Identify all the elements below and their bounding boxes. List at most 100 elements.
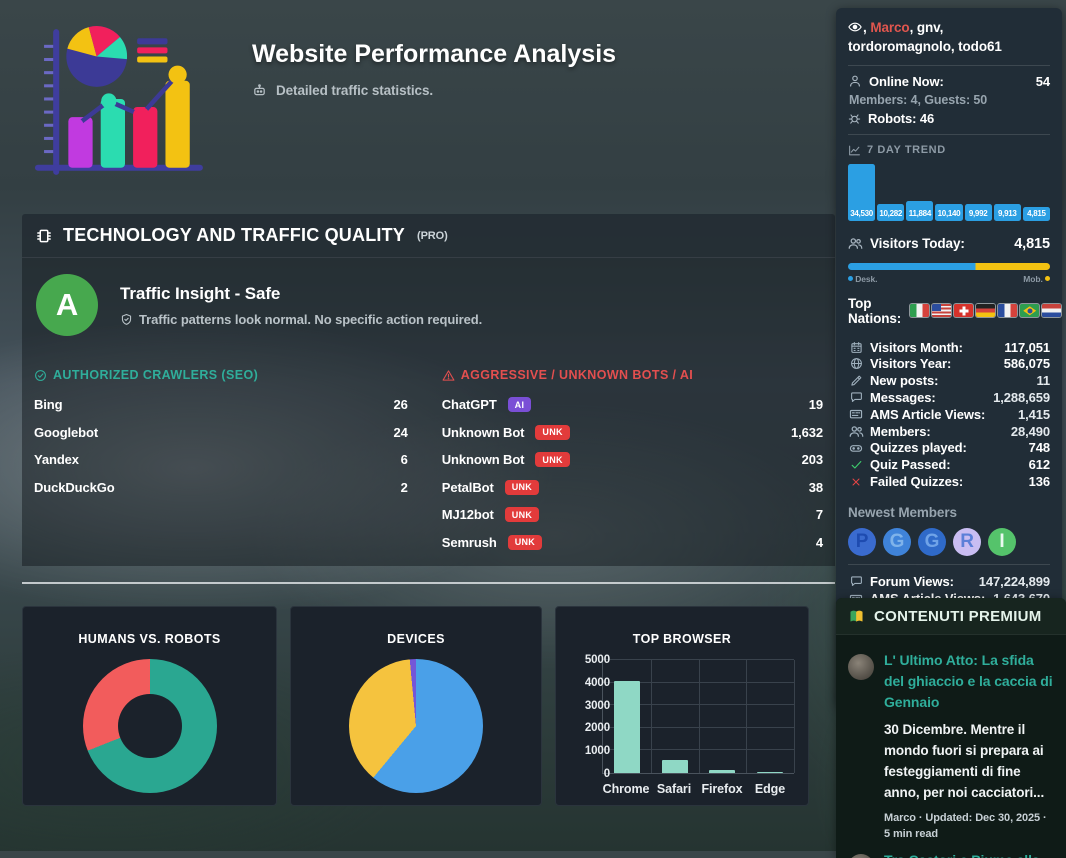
member-avatar[interactable]: P (848, 527, 876, 556)
stat-value: 28,490 (1010, 423, 1050, 439)
check-icon (848, 458, 864, 471)
stat-label: Visitors Month: (870, 339, 963, 355)
member-avatar[interactable]: I (988, 527, 1016, 556)
chat-icon (848, 575, 864, 588)
seven-day-trend-chart: 34,530 10,282 11,884 10,140 9,992 9,913 4,815 (848, 163, 1050, 221)
bot-count: 24 (393, 424, 408, 440)
bot-badge: UNK (504, 507, 540, 523)
bot-row: Yandex 6 (34, 446, 408, 474)
insight-title: Traffic Insight - Safe (120, 283, 281, 303)
bot-row: MJ12bot UNK 7 (442, 501, 823, 529)
nation-flags (910, 304, 1062, 318)
flag-switzerland-icon (954, 304, 974, 318)
browser-bar (757, 772, 784, 773)
bot-row: PetalBot UNK 38 (442, 474, 823, 502)
bot-count: 38 (808, 479, 823, 495)
eye-icon (848, 20, 862, 34)
authorized-crawlers-section: AUTHORIZED CRAWLERS (SEO) Bing 26 Googlebo… (34, 368, 408, 556)
devices-pie-chart (349, 659, 483, 793)
card-icon (848, 407, 864, 421)
y-axis-tick: 2000 (584, 722, 610, 735)
total-value: 147,224,899 (978, 574, 1050, 590)
warning-icon (442, 369, 455, 382)
page-subtitle: Detailed traffic statistics. (276, 83, 434, 98)
chat-icon (848, 391, 864, 404)
bot-name: ChatGPT (441, 397, 497, 413)
flag-italy-icon (910, 304, 930, 318)
chart-title: DEVICES (387, 632, 445, 646)
section-divider (22, 582, 835, 584)
stat-row: Failed Quizzes: 136 (848, 473, 1050, 490)
member-avatar[interactable]: R (953, 527, 981, 556)
article-author-avatar[interactable] (848, 853, 874, 858)
stat-value: 117,051 (1004, 339, 1050, 355)
bot-count: 19 (808, 397, 823, 413)
aggressive-bots-section: AGGRESSIVE / UNKNOWN BOTS / AI ChatGPT AI… (442, 368, 823, 556)
bot-row: Semrush UNK 4 (442, 529, 823, 557)
stat-value: 586,075 (1003, 356, 1050, 372)
stat-label: AMS Article Views: (870, 406, 986, 422)
premium-header: CONTENUTI PREMIUM (836, 598, 1066, 635)
stat-row: Quiz Passed: 612 (848, 456, 1050, 473)
article-excerpt: 30 Dicembre. Mentre il mondo fuori si pr… (884, 722, 1045, 800)
bot-count: 6 (400, 452, 408, 468)
page-header: Website Performance Analysis Detailed tr… (22, 0, 835, 188)
stat-label: Failed Quizzes: (870, 474, 964, 490)
trend-label-row: 7 DAY TREND (848, 144, 1050, 157)
member-avatar[interactable]: G (883, 527, 911, 556)
bot-badge: AI (507, 397, 532, 413)
stat-row: AMS Article Views: 1,415 (848, 406, 1050, 423)
book-icon (848, 608, 865, 625)
top-nations-row: Top Nations: (848, 295, 1062, 326)
divider (848, 64, 1050, 66)
newest-members-label: Newest Members (848, 504, 957, 520)
stat-label: Quiz Passed: (870, 457, 951, 473)
bot-count: 7 (815, 507, 823, 523)
split-labels: Desk. Mob. (848, 274, 1050, 284)
article-title-link[interactable]: L' Ultimo Atto: La sfida del ghiaccio e … (884, 652, 1053, 710)
total-label: Forum Views: (870, 574, 954, 590)
article-author-avatar[interactable] (848, 654, 874, 680)
bot-row: DuckDuckGo 2 (34, 474, 408, 502)
divider (848, 563, 1050, 565)
bot-count: 1,632 (790, 424, 823, 440)
stat-label: New posts: (870, 373, 939, 389)
top-browser-card: TOP BROWSER 5000 4000 3000 2000 1000 0 Chrome S… (555, 606, 809, 806)
top-nations-label: Top Nations: (848, 295, 902, 326)
trend-day-bar: 10,140 (935, 204, 963, 221)
online-viewers-list[interactable]: , Marco, gnv, tordoromagnolo, todo61 (848, 20, 1002, 54)
premium-title: CONTENUTI PREMIUM (874, 607, 1042, 625)
donut-hole (117, 694, 182, 758)
panel-title: TECHNOLOGY AND TRAFFIC QUALITY (63, 225, 405, 245)
flag-germany-icon (976, 304, 996, 318)
stat-value: 136 (1028, 474, 1050, 490)
bot-name: Unknown Bot (441, 424, 525, 440)
chart-title: HUMANS VS. ROBOTS (78, 632, 221, 646)
viewer-name-highlight[interactable]: Marco (870, 20, 910, 35)
stat-row: Visitors Year: 586,075 (848, 356, 1050, 373)
trend-day-bar: 10,282 (877, 203, 905, 221)
member-avatar[interactable]: G (918, 527, 946, 556)
trend-day-bar: 4,815 (1022, 206, 1050, 221)
article-meta: Marco · Updated: Dec 30, 2025 · 5 min re… (884, 811, 1047, 841)
y-axis-tick: 1000 (584, 745, 610, 758)
top-browser-bar-chart: 5000 4000 3000 2000 1000 0 Chrome Safari Firefox… (556, 652, 808, 805)
bot-count: 203 (801, 452, 823, 468)
check-circle-icon (34, 369, 47, 382)
desk-label: Desk. (855, 273, 878, 284)
viewer-names[interactable]: , gnv, tordoromagnolo, todo61 (848, 20, 1002, 54)
bot-badge: UNK (535, 452, 570, 468)
flag-usa-icon (932, 304, 952, 318)
x-axis-label: Edge (754, 782, 786, 796)
stat-label: Visitors Year: (870, 356, 952, 372)
bot-badge: UNK (507, 534, 543, 550)
mob-label: Mob. (1023, 273, 1043, 284)
main-column: Website Performance Analysis Detailed tr… (22, 0, 835, 806)
visitors-today-row: Visitors Today: 4,815 (848, 236, 1050, 252)
site-stats-list: Visitors Month: 117,051 Visitors Year: 586,… (848, 339, 1050, 490)
page-title: Website Performance Analysis (252, 40, 617, 68)
bot-row: ChatGPT AI 19 (442, 391, 823, 419)
x-axis-label: Safari (656, 782, 692, 796)
chart-title: TOP BROWSER (632, 632, 732, 646)
